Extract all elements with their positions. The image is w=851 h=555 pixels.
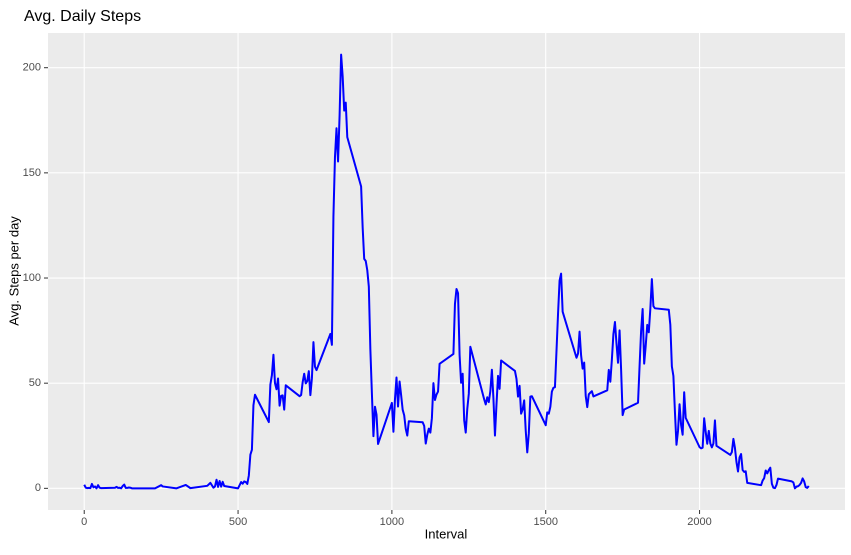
- y-tick-label: 100: [23, 272, 41, 284]
- y-tick-label: 50: [29, 377, 41, 389]
- panel: [48, 33, 845, 510]
- data-line: [83, 53, 810, 490]
- x-tick-label: 2000: [687, 516, 711, 528]
- y-tick-label: 150: [23, 167, 41, 179]
- y-axis-label: Avg. Steps per day: [6, 216, 21, 326]
- x-axis-label: Interval: [425, 526, 468, 541]
- chart-title: Avg. Daily Steps: [24, 8, 141, 25]
- x-tick-label: 1500: [533, 516, 557, 528]
- y-tick-label: 0: [35, 482, 41, 494]
- y-tick-label: 200: [23, 62, 41, 74]
- x-tick-label: 1000: [380, 516, 404, 528]
- x-tick-label: 0: [81, 516, 87, 528]
- x-tick-label: 500: [229, 516, 247, 528]
